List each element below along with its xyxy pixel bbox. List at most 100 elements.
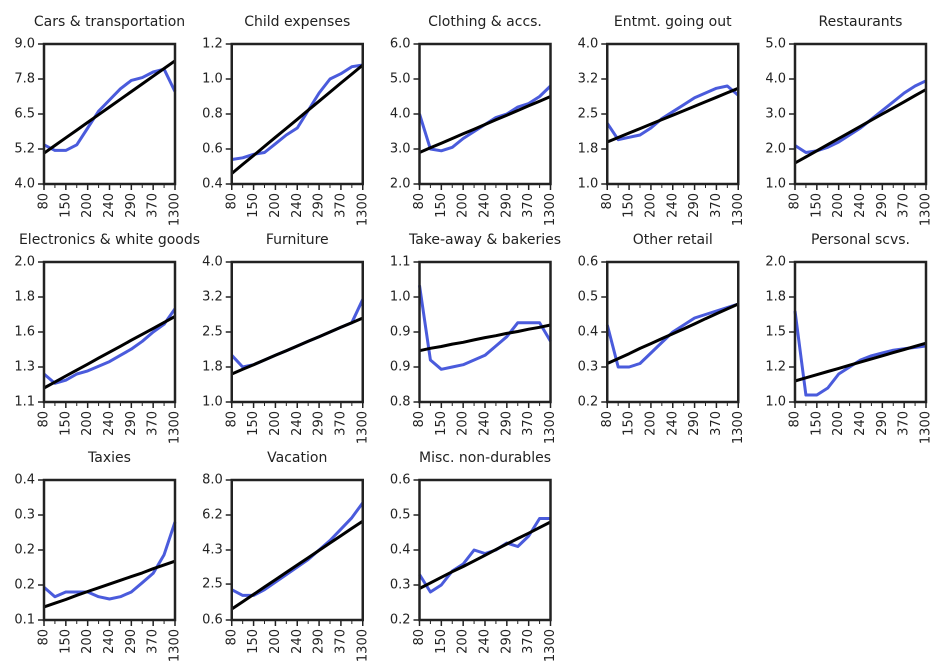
x-tick-label: 200 xyxy=(268,193,283,218)
x-tick-label: 1300 xyxy=(543,629,558,662)
x-tick-label: 1300 xyxy=(543,411,558,444)
y-tick-label: 6.2 xyxy=(202,508,223,523)
plot-frame xyxy=(42,42,177,186)
series-line xyxy=(43,521,177,601)
x-tick-label: 240 xyxy=(290,411,305,436)
y-tick-label: 0.9 xyxy=(390,325,411,340)
x-tick-label: 370 xyxy=(333,411,348,436)
series-line xyxy=(43,315,176,390)
y-tick-label: 2.5 xyxy=(578,107,599,122)
chart-title: Restaurants xyxy=(819,14,903,30)
series-line xyxy=(231,501,365,597)
x-tick-label: 240 xyxy=(102,411,117,436)
y-tick-label: 0.5 xyxy=(578,290,599,305)
series-line xyxy=(418,285,552,371)
y-tick-label: 1.1 xyxy=(14,395,35,410)
y-tick-label: 1.8 xyxy=(578,142,599,157)
y-tick-label: 1.1 xyxy=(390,255,411,270)
y-tick-label: 0.8 xyxy=(202,107,223,122)
x-tick-label: 150 xyxy=(434,193,449,218)
x-tick-label: 1300 xyxy=(168,411,183,444)
y-tick-label: 2.0 xyxy=(765,142,786,157)
series-line xyxy=(606,86,739,144)
x-tick-label: 240 xyxy=(478,629,493,654)
series-line xyxy=(418,517,551,594)
chart-title: Take-away & bakeries xyxy=(408,232,561,248)
chart-title: Clothing & accs. xyxy=(428,14,542,30)
series-line xyxy=(793,310,927,397)
x-tick-label: 1300 xyxy=(543,193,558,226)
series-line xyxy=(43,59,176,155)
y-tick-label: 1.5 xyxy=(765,325,786,340)
x-tick-label: 290 xyxy=(124,193,139,218)
series-line xyxy=(43,559,176,609)
series-line xyxy=(419,323,551,353)
series-line xyxy=(606,302,739,365)
y-tick-label: 3.2 xyxy=(202,290,223,305)
x-tick-label: 370 xyxy=(521,411,536,436)
x-tick-label: 370 xyxy=(146,411,161,436)
x-tick-label: 80 xyxy=(600,411,615,428)
x-tick-label: 1300 xyxy=(731,193,746,226)
y-tick-label: 0.6 xyxy=(578,255,599,270)
y-tick-label: 1.0 xyxy=(765,177,786,192)
x-tick-label: 1300 xyxy=(168,629,183,662)
chart-title: Cars & transportation xyxy=(34,14,185,30)
series-line xyxy=(606,84,740,142)
x-tick-label: 290 xyxy=(124,629,139,654)
plot-frame xyxy=(606,42,740,186)
x-tick-label: 240 xyxy=(665,411,680,436)
y-tick-label: 1.2 xyxy=(202,37,223,52)
x-tick-label: 150 xyxy=(58,193,73,218)
y-tick-label: 2.0 xyxy=(14,255,35,270)
x-tick-label: 200 xyxy=(268,629,283,654)
x-tick-label: 200 xyxy=(643,411,658,436)
x-tick-label: 200 xyxy=(456,193,471,218)
x-tick-label: 370 xyxy=(333,629,348,654)
y-tick-label: 6.0 xyxy=(390,37,411,52)
x-tick-label: 200 xyxy=(643,193,658,218)
y-tick-label: 0.4 xyxy=(202,177,223,192)
x-tick-label: 200 xyxy=(268,411,283,436)
x-tick-label: 80 xyxy=(224,193,239,210)
x-tick-label: 290 xyxy=(875,193,890,218)
x-tick-label: 1300 xyxy=(355,411,370,444)
y-tick-label: 0.1 xyxy=(14,613,35,628)
y-tick-label: 0.2 xyxy=(14,543,35,558)
series-line xyxy=(418,84,552,153)
y-tick-label: 2.5 xyxy=(202,325,223,340)
y-tick-label: 8.0 xyxy=(202,473,223,488)
x-tick-label: 200 xyxy=(831,411,846,436)
y-tick-label: 4.0 xyxy=(390,107,411,122)
x-tick-label: 370 xyxy=(521,629,536,654)
y-tick-label: 4.0 xyxy=(14,177,35,192)
x-tick-label: 80 xyxy=(788,411,803,428)
y-tick-label: 1.3 xyxy=(14,360,35,375)
x-tick-label: 240 xyxy=(853,411,868,436)
x-tick-label: 80 xyxy=(224,411,239,428)
chart-title: Misc. non-durables xyxy=(419,450,551,466)
y-tick-label: 0.6 xyxy=(390,473,411,488)
x-tick-label: 80 xyxy=(37,193,52,210)
plot-frame xyxy=(418,260,552,404)
chart-title: Other retail xyxy=(633,232,713,248)
x-tick-label: 150 xyxy=(622,193,637,218)
series-line xyxy=(605,302,739,369)
y-tick-label: 0.4 xyxy=(390,543,411,558)
plot-frame xyxy=(42,260,177,404)
chart-title: Electronics & white goods xyxy=(19,232,200,248)
plot-frame xyxy=(230,478,364,622)
y-tick-label: 1.8 xyxy=(765,290,786,305)
y-tick-label: 2.0 xyxy=(765,255,786,270)
series-line xyxy=(43,67,177,152)
x-tick-label: 370 xyxy=(146,629,161,654)
series-line xyxy=(794,88,927,165)
series-line xyxy=(230,298,365,369)
x-tick-label: 80 xyxy=(37,629,52,646)
y-tick-label: 0.3 xyxy=(390,578,411,593)
x-tick-label: 200 xyxy=(456,411,471,436)
x-tick-label: 200 xyxy=(456,629,471,654)
x-tick-label: 290 xyxy=(312,629,327,654)
x-tick-label: 150 xyxy=(622,411,637,436)
